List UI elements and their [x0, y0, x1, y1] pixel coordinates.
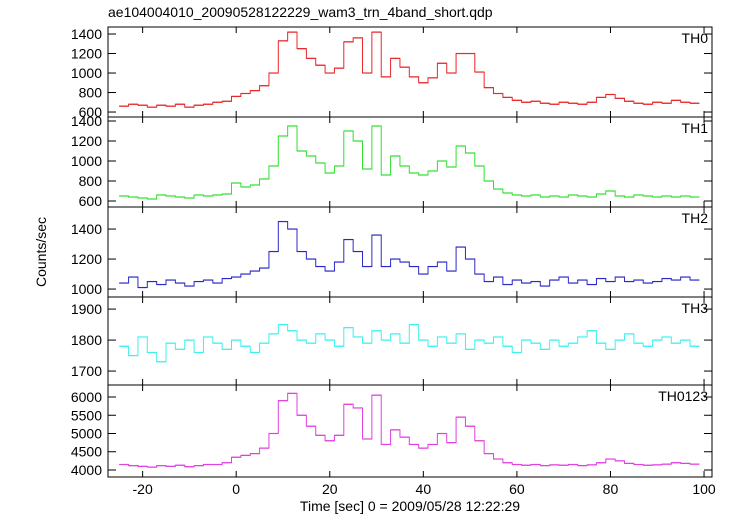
y-tick-label: 1200	[71, 133, 102, 149]
y-tick-label: 600	[79, 104, 103, 120]
x-tick-label: 20	[322, 481, 338, 497]
panel-label: TH3	[682, 300, 709, 316]
y-axis-label: Counts/sec	[33, 217, 49, 287]
step-connector	[119, 392, 700, 468]
x-tick-label: 40	[416, 481, 432, 497]
y-tick-label: 1900	[71, 301, 102, 317]
y-tick-label: 1400	[71, 26, 102, 42]
y-tick-label: 800	[79, 85, 103, 101]
panel-label: TH2	[682, 210, 709, 226]
y-tick-label: 600	[79, 193, 103, 209]
x-tick-label: 100	[692, 481, 716, 497]
y-tick-label: 1200	[71, 251, 102, 267]
y-tick-label: 1000	[71, 65, 102, 81]
x-tick-label: -20	[133, 481, 153, 497]
y-tick-label: 6000	[71, 389, 102, 405]
y-tick-label: 5000	[71, 425, 102, 441]
step-connector	[119, 324, 700, 363]
y-tick-label: 800	[79, 173, 103, 189]
y-tick-label: 1000	[71, 281, 102, 297]
y-tick-label: 1000	[71, 153, 102, 169]
y-tick-label: 1400	[71, 221, 102, 237]
step-connector	[119, 125, 700, 200]
panel-label: TH1	[682, 120, 709, 136]
panel-frame	[107, 296, 713, 386]
y-tick-label: 1200	[71, 46, 102, 62]
y-tick-label: 5500	[71, 407, 102, 423]
y-tick-label: 4500	[71, 444, 102, 460]
step-connector	[119, 31, 700, 108]
y-tick-label: 1700	[71, 363, 102, 379]
x-tick-label: 80	[603, 481, 619, 497]
x-tick-label: 0	[232, 481, 240, 497]
y-tick-label: 4000	[71, 462, 102, 478]
y-tick-label: 1800	[71, 332, 102, 348]
panel-label: TH0123	[658, 388, 708, 404]
panel-frame	[107, 26, 713, 118]
chart-title: ae104004010_20090528122229_wam3_trn_4ban…	[108, 4, 493, 20]
panel-frame	[107, 206, 713, 298]
y-tick-label: 1400	[71, 113, 102, 129]
panel-frame	[107, 384, 713, 478]
step-connector	[119, 221, 700, 289]
x-axis-label: Time [sec] 0 = 2009/05/28 12:22:29	[300, 498, 520, 514]
x-tick-label: 60	[509, 481, 525, 497]
panel-frame	[107, 116, 713, 208]
panel-label: TH0	[682, 30, 709, 46]
